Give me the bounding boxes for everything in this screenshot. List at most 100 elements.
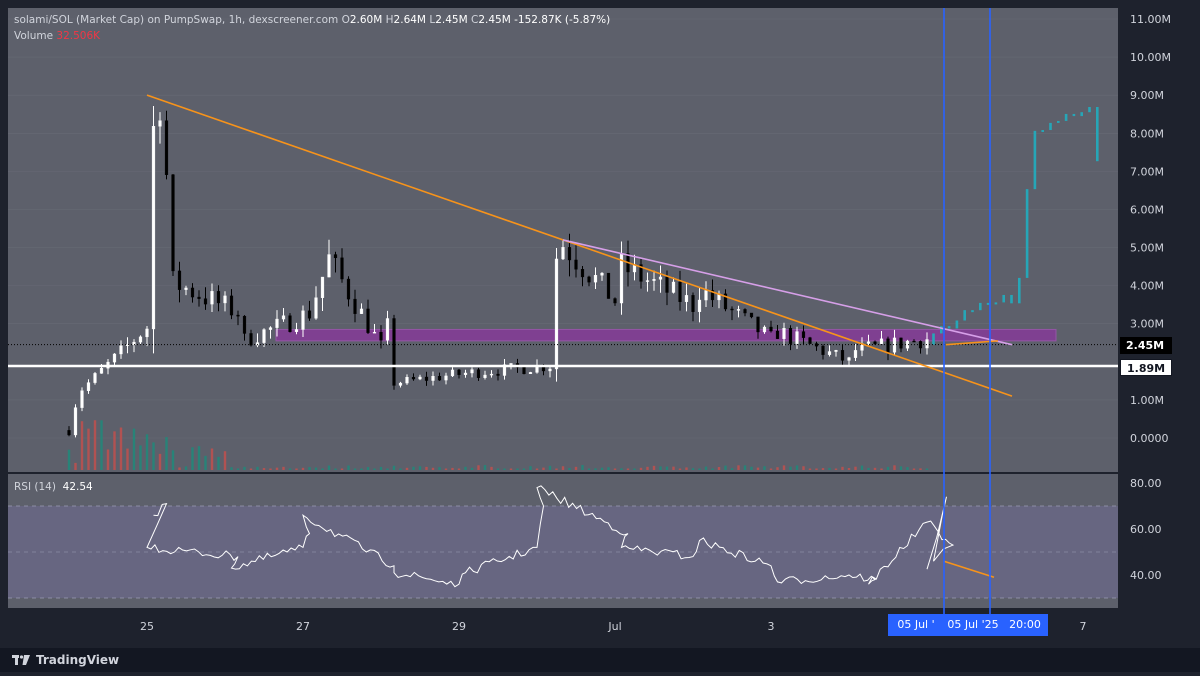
projection-candle: [986, 302, 990, 305]
projection-candle: [932, 333, 935, 345]
symbol-title: solami/SOL (Market Cap) on PumpSwap, 1h,…: [14, 14, 339, 26]
tradingview-logo[interactable]: TradingView: [12, 653, 119, 667]
candle-body: [665, 276, 669, 293]
volume-bar: [340, 468, 344, 470]
candle-body: [743, 309, 747, 314]
price-axis-tick: 6.00M: [1130, 203, 1164, 216]
projection-candle: [940, 326, 943, 334]
candle-body: [262, 329, 266, 343]
volume-bar: [620, 468, 623, 470]
projection-candle: [1057, 120, 1060, 123]
candle-body: [366, 308, 370, 333]
volume-bar: [197, 446, 201, 470]
candle-body: [184, 287, 188, 290]
candle-body: [307, 310, 312, 319]
volume-bar: [873, 467, 877, 470]
volume-bar: [821, 468, 825, 470]
candle-body: [340, 257, 344, 280]
volume-bar: [444, 468, 448, 470]
candle-body: [736, 309, 741, 311]
volume-bar: [665, 466, 669, 470]
rsi-axis-tick: 40.00: [1130, 569, 1162, 582]
candle-body: [574, 259, 578, 270]
volume-series: [67, 420, 929, 470]
volume-bar: [574, 466, 578, 470]
volume-bar: [132, 428, 136, 470]
candle-body: [314, 297, 318, 319]
volume-bar: [633, 468, 636, 470]
candle-body: [379, 331, 383, 341]
volume-bar: [171, 450, 175, 470]
candle-body: [879, 338, 884, 344]
high-value: 2.64M: [393, 14, 426, 26]
volume-bar: [769, 468, 773, 470]
volume-bar: [516, 468, 519, 470]
candle-body: [886, 338, 890, 353]
volume-bar: [360, 468, 363, 470]
projection-candle: [1018, 277, 1021, 304]
volume-bar: [126, 448, 129, 470]
volume-bar: [67, 449, 71, 470]
volume-bar: [457, 468, 461, 470]
projection-candle: [971, 310, 974, 313]
volume-bar: [678, 468, 682, 470]
candle-body: [145, 328, 149, 338]
volume-bar: [412, 466, 415, 470]
projection-candle: [955, 320, 959, 329]
volume-bar: [886, 466, 890, 470]
volume-bar: [535, 468, 539, 470]
volume-bar: [119, 427, 123, 470]
volume-bar: [659, 466, 662, 470]
candle-body: [548, 368, 552, 372]
candle-body: [281, 315, 286, 320]
volume-bar: [893, 465, 896, 470]
projection-candle: [1002, 294, 1005, 303]
candle-body: [424, 376, 429, 381]
volume-bar: [828, 467, 831, 470]
volume-bar: [464, 466, 467, 470]
projection-candle: [963, 310, 966, 321]
volume-bar: [652, 465, 656, 470]
volume-bar: [737, 465, 740, 470]
volume-bar: [184, 466, 188, 470]
price-axis-tick: 7.00M: [1130, 165, 1164, 178]
candle-body: [392, 318, 396, 386]
volume-bar: [418, 466, 422, 470]
volume-bar: [379, 466, 383, 470]
volume-bar: [847, 467, 851, 470]
volume-bar: [158, 453, 162, 470]
volume-bar: [243, 466, 246, 470]
volume-bar: [165, 437, 168, 470]
volume-bar: [646, 466, 649, 470]
current-price-tag: 2.45M: [1120, 337, 1172, 354]
rsi-axis-tick: 60.00: [1130, 523, 1162, 536]
volume-bar: [730, 468, 734, 470]
volume-bar: [529, 466, 532, 470]
volume-bar: [880, 468, 883, 470]
resistance-zone: [275, 328, 1057, 342]
volume-bar: [503, 468, 506, 470]
volume-bar: [568, 467, 571, 470]
volume-value: 32.506K: [56, 30, 101, 42]
candle-body: [398, 382, 403, 386]
price-axis-tick: 8.00M: [1130, 127, 1164, 140]
volume-bar: [763, 466, 766, 470]
volume-bar: [685, 467, 688, 470]
candle-body: [405, 376, 409, 384]
rsi-value: 42.54: [62, 481, 93, 493]
projection-candle: [1072, 113, 1076, 117]
candle-body: [866, 341, 871, 344]
candle-body: [847, 357, 851, 361]
candle-body: [320, 276, 325, 298]
volume-bar: [919, 468, 922, 470]
projection-candle: [947, 326, 951, 329]
candle-body: [697, 299, 702, 312]
volume-bar: [639, 467, 643, 470]
volume-bar: [860, 465, 864, 470]
close-label: C: [471, 14, 479, 26]
price-axis-tick: 11.00M: [1130, 13, 1171, 26]
candle-body: [236, 314, 240, 317]
candle-body: [138, 336, 143, 343]
